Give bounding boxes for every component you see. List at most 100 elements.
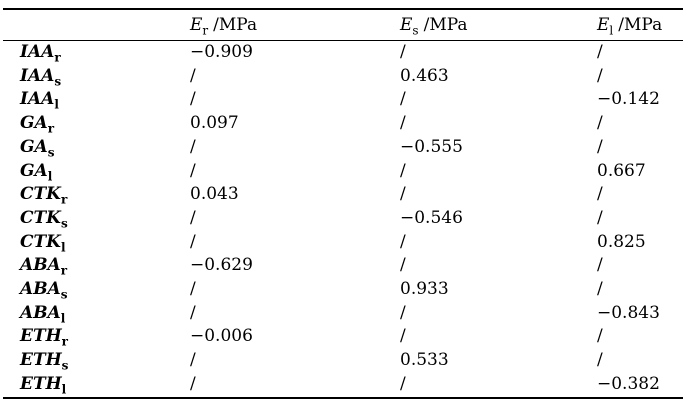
hormone-name: IAA [20, 65, 55, 86]
hormone-name: GA [20, 136, 48, 157]
unit-label: /MPa [213, 15, 258, 35]
cell-value: / [400, 42, 406, 62]
hormone-subscript: r [60, 192, 68, 207]
cell-value: / [190, 160, 196, 181]
table-row: ETHl / / −0.382 [3, 373, 683, 398]
cell-value: / [597, 207, 603, 228]
table-row: IAAr −0.909// [3, 41, 683, 65]
hormone-subscript: r [54, 50, 61, 65]
cell-value: −0.843 [597, 302, 660, 323]
cell-value: / [597, 42, 603, 62]
cell-value: / [597, 65, 603, 86]
table-row: GAs / −0.555/ [3, 136, 683, 160]
cell-value: / [400, 113, 406, 134]
cell-value: / [400, 373, 406, 394]
hormone-subscript: s [60, 216, 68, 231]
hormone-subscript: s [54, 74, 62, 89]
hormone-name: ETH [20, 350, 62, 371]
cell-value: / [190, 373, 196, 394]
cell-value: / [597, 279, 603, 300]
variable-symbol: E [597, 15, 610, 35]
row-label: GAr [3, 112, 190, 136]
cell-value: 0.933 [400, 279, 449, 300]
hormone-name: CTK [20, 184, 61, 205]
hormone-subscript: s [61, 358, 69, 373]
hormone-name: ETH [20, 373, 62, 394]
cell-value: / [597, 350, 603, 371]
cell-value: / [400, 255, 406, 276]
cell-value: / [400, 184, 406, 205]
table-row: IAAs/0.463/ [3, 65, 683, 89]
column-header: Es/MPa [400, 9, 597, 41]
row-label: ETHs [3, 349, 190, 373]
cell-value: / [597, 113, 603, 134]
hormone-name: IAA [20, 42, 55, 62]
cell-value: / [400, 89, 406, 110]
hormone-subscript: r [47, 121, 55, 136]
cell-value: / [190, 231, 196, 252]
table-row: ETHs/0.533/ [3, 349, 683, 373]
hormone-subscript: l [60, 240, 66, 255]
cell-value: / [400, 326, 406, 347]
cell-value: 0.825 [597, 231, 646, 252]
cell-value: / [597, 184, 603, 205]
table-row: ABAs / 0.933 / [3, 278, 683, 302]
variable-subscript: r [202, 23, 209, 38]
hormone-name: ABA [20, 279, 61, 300]
cell-value: −0.909 [190, 42, 253, 62]
cell-value: −0.142 [597, 89, 660, 110]
row-label: CTKs [3, 207, 190, 231]
hormone-name: ABA [20, 302, 61, 323]
table-row: CTKr 0.043// [3, 183, 683, 207]
cell-value: −0.629 [190, 255, 253, 276]
header-row: Er/MPa Es/MPa El/MPa [3, 9, 683, 41]
hormone-name: ETH [20, 326, 62, 347]
row-label: GAs [3, 136, 190, 160]
cell-value: / [190, 207, 196, 228]
variable-subscript: s [412, 23, 419, 38]
hormone-subscript: r [61, 334, 68, 349]
column-header: El/MPa [597, 9, 683, 41]
table-row: CTKs / −0.546/ [3, 207, 683, 231]
cell-value: / [190, 89, 196, 110]
row-label: CTKr [3, 183, 190, 207]
cell-value: 0.463 [400, 65, 449, 86]
cell-value: / [400, 231, 406, 252]
hormone-name: CTK [20, 207, 61, 228]
variable-symbol: E [190, 15, 203, 35]
table-row: ETHr −0.006// [3, 325, 683, 349]
cell-value: 0.533 [400, 350, 449, 371]
row-label: IAAs [3, 65, 190, 89]
row-label: ETHr [3, 325, 190, 349]
hormone-name: CTK [20, 231, 61, 252]
cell-value: 0.097 [190, 113, 239, 134]
elastic-modulus-correlation-table: Er/MPa Es/MPa El/MPa IAAr −0.909// IAAs/0.46… [3, 8, 683, 399]
cell-value: / [597, 136, 603, 157]
cell-value: / [190, 136, 196, 157]
hormone-subscript: s [60, 287, 68, 302]
unit-label: /MPa [423, 15, 468, 35]
cell-value: / [400, 160, 406, 181]
row-label: IAAr [3, 41, 190, 65]
cell-value: 0.667 [597, 160, 646, 181]
cell-value: −0.546 [400, 207, 463, 228]
cell-value: / [190, 302, 196, 323]
hormone-name: GA [20, 113, 48, 134]
column-header: Er/MPa [190, 9, 400, 41]
cell-value: −0.555 [400, 136, 463, 157]
cell-value: 0.043 [190, 184, 239, 205]
cell-value: / [190, 279, 196, 300]
row-label: CTKl [3, 231, 190, 255]
table-body: IAAr −0.909// IAAs/0.463/IAAl / / −0.142 GAr 0.… [3, 41, 683, 398]
hormone-subscript: l [61, 382, 67, 397]
cell-value: −0.382 [597, 373, 660, 394]
cell-value: −0.006 [190, 326, 253, 347]
table-row: IAAl / / −0.142 [3, 88, 683, 112]
table-row: GAr 0.097// [3, 112, 683, 136]
hormone-subscript: l [60, 311, 66, 326]
hormone-name: ABA [20, 255, 61, 276]
row-label: ETHl [3, 373, 190, 398]
header-empty-cell [3, 9, 190, 41]
unit-label: /MPa [618, 15, 663, 35]
